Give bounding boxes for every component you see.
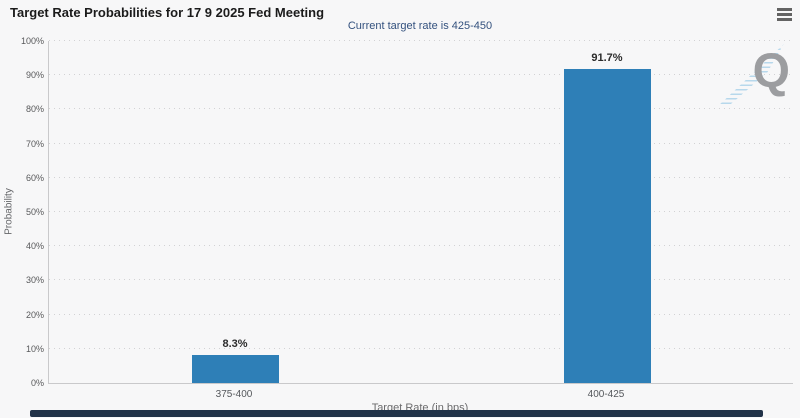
y-tick-label: 20% [25,309,44,320]
hamburger-icon [776,12,792,16]
x-category-label: 375-400 [215,389,253,400]
gridline [49,142,793,144]
y-tick-label: 100% [20,36,44,46]
bar-value-label: 91.7% [591,52,623,65]
x-category-label: 400-425 [587,389,625,400]
gridline [49,347,793,349]
y-tick-label: 50% [25,207,44,217]
hamburger-icon [776,17,792,21]
export-menu-button[interactable] [774,6,794,22]
y-tick-label: 40% [25,241,44,252]
bar-375-400[interactable] [191,354,279,383]
y-tick-label: 90% [25,70,44,81]
y-tick-label: 30% [25,275,44,286]
bar-value-label: 8.3% [222,337,248,350]
y-tick-label: 60% [25,172,44,183]
y-tick-label: 0% [30,378,44,388]
gridline [49,176,793,178]
gridline [49,108,793,110]
watermark: Q [734,42,796,110]
gridline [49,211,793,212]
gridline [49,74,793,76]
gridline [49,245,793,247]
hamburger-icon [776,7,792,11]
chart-title: Target Rate Probabilities for 17 9 2025 … [10,5,325,20]
horizontal-scrollbar[interactable] [30,410,763,417]
y-tick-label: 10% [25,343,44,354]
gridline [49,279,793,281]
watermark-q-letter: Q [752,45,790,98]
y-tick-label: 80% [25,104,44,115]
y-tick-label: 70% [25,138,44,149]
plot-area: 8.3% 91.7% [48,40,793,384]
gridline [49,313,793,315]
bar-400-425[interactable] [563,69,651,383]
chart-subtitle: Current target rate is 425-450 [347,20,493,32]
gridline [49,40,793,41]
